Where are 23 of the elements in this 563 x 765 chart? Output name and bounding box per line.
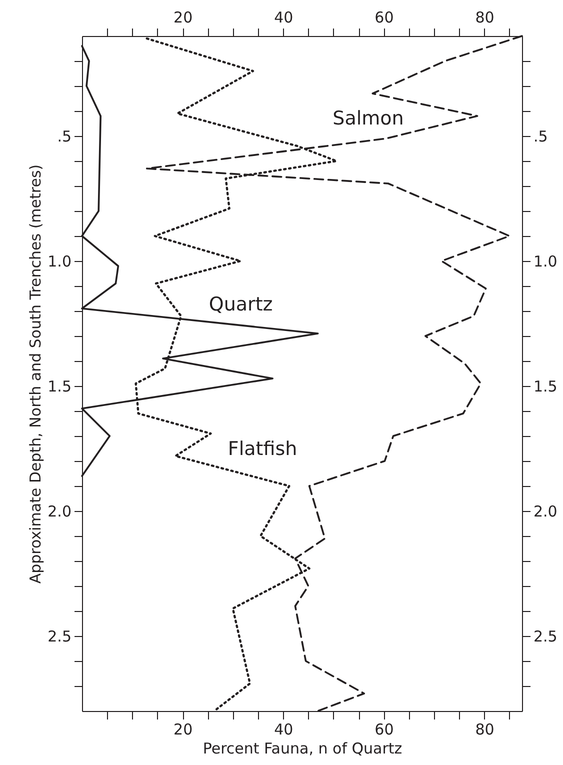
x-tick-label: 80 xyxy=(475,720,494,738)
y2-tick-label: .5 xyxy=(534,128,548,146)
y-axis-title: Approximate Depth, North and South Trenches (metres) xyxy=(26,164,45,584)
x2-tick-label: 80 xyxy=(475,8,494,26)
x-tick-label: 20 xyxy=(174,720,193,738)
y2-tick-label: 2.5 xyxy=(534,628,558,646)
y2-tick-label: 1.0 xyxy=(534,252,558,270)
y2-tick-label: 1.5 xyxy=(534,378,558,396)
y-tick-label: 2.0 xyxy=(48,502,72,520)
y-tick-label: 2.5 xyxy=(48,628,72,646)
x2-tick-label: 60 xyxy=(374,8,394,26)
y2-tick-label: 2.0 xyxy=(534,502,558,520)
series-label: Quartz xyxy=(208,294,273,316)
x-tick-label: 60 xyxy=(374,720,394,738)
x2-tick-label: 20 xyxy=(174,8,193,26)
x-axis-title: Percent Fauna, n of Quartz xyxy=(202,740,402,758)
x-tick-label: 40 xyxy=(274,720,294,738)
series-label: Flatfish xyxy=(228,438,298,460)
y-tick-label: 1.5 xyxy=(48,378,72,396)
series-label: Salmon xyxy=(332,108,404,130)
x2-tick-label: 40 xyxy=(274,8,294,26)
y-tick-label: 1.0 xyxy=(48,252,72,270)
y-tick-label: .5 xyxy=(57,128,72,146)
